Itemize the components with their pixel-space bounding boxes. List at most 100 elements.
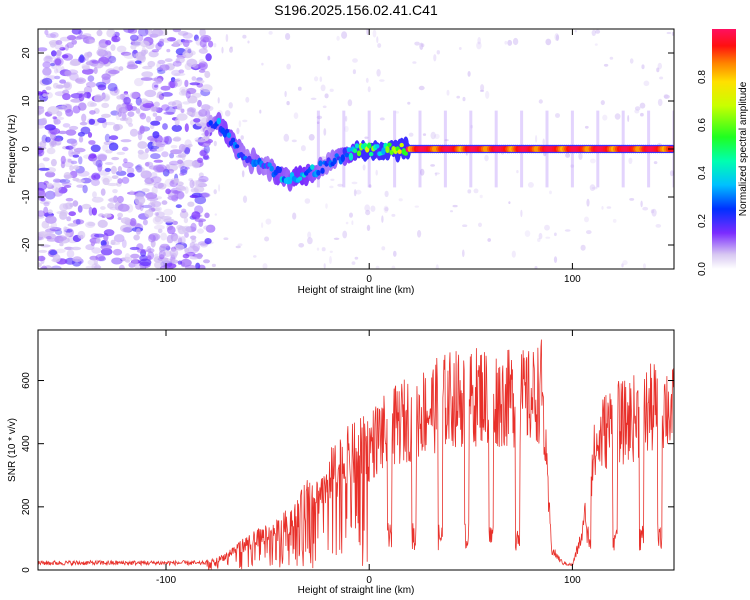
ridge-cell [332, 157, 337, 165]
noise-blob [184, 123, 189, 133]
noise-blob [169, 80, 176, 89]
noise-blob [160, 243, 170, 249]
noise-blob [38, 181, 48, 191]
noise-blob [87, 221, 96, 227]
faint-speckle [430, 164, 435, 167]
noise-blob [44, 124, 56, 131]
faint-speckle [237, 243, 243, 247]
noise-blob [151, 81, 159, 91]
noise-blob [180, 258, 192, 267]
noise-blob [137, 131, 143, 141]
noise-blob [139, 102, 145, 110]
noise-blob [155, 115, 163, 122]
noise-blob [122, 161, 134, 169]
ridge-cell [297, 176, 303, 181]
noise-blob [53, 82, 59, 89]
ridge-cell [352, 148, 358, 154]
noise-blob [55, 64, 62, 73]
ridge-cell [269, 165, 274, 172]
noise-blob [173, 136, 182, 142]
faint-speckle [293, 112, 299, 119]
faint-speckle [527, 182, 534, 188]
noise-blob [141, 188, 150, 193]
noise-blob [68, 148, 74, 157]
noise-blob [93, 66, 98, 75]
noise-blob [205, 224, 216, 233]
faint-speckle [484, 154, 489, 162]
noise-blob [162, 123, 168, 130]
noise-blob [104, 133, 111, 143]
faint-speckle [545, 236, 551, 239]
faint-speckle [584, 125, 589, 129]
noise-blob [90, 144, 101, 153]
noise-blob [149, 200, 156, 205]
ridge-cell [397, 149, 402, 155]
ridge-cell [234, 144, 240, 149]
noise-blob [38, 47, 48, 52]
noise-blob [112, 124, 120, 132]
noise-blob [177, 260, 183, 265]
faint-speckle [365, 77, 369, 83]
faint-speckle [213, 189, 217, 195]
noise-blob [202, 36, 210, 43]
noise-blob [144, 148, 150, 154]
faint-speckle [419, 42, 424, 50]
faint-speckle [508, 201, 511, 205]
noise-blob [135, 96, 142, 106]
noise-blob [40, 197, 46, 202]
faint-speckle [247, 40, 250, 44]
noise-blob [69, 144, 76, 150]
faint-speckle [591, 186, 598, 190]
noise-blob [140, 170, 152, 179]
faint-speckle [420, 168, 425, 176]
noise-blob [174, 78, 183, 87]
noise-blob [136, 248, 148, 254]
noise-blob [38, 124, 45, 129]
faint-speckle [512, 37, 519, 46]
noise-blob [123, 158, 128, 164]
faint-speckle [245, 96, 250, 103]
noise-blob [110, 242, 121, 246]
faint-speckle [336, 35, 340, 41]
noise-blob [170, 77, 176, 82]
faint-speckle [651, 208, 657, 217]
noise-blob [202, 155, 210, 161]
noise-blob [193, 118, 201, 123]
ridge-cell [381, 147, 386, 156]
faint-speckle [310, 97, 317, 101]
noise-blob [55, 40, 63, 45]
faint-speckle [377, 43, 382, 48]
faint-speckle [606, 206, 612, 209]
faint-speckle [621, 263, 624, 268]
faint-speckle [214, 213, 217, 216]
noise-blob [102, 177, 110, 186]
faint-speckle [629, 198, 635, 201]
noise-blob [150, 176, 162, 184]
noise-blob [193, 34, 199, 42]
spectrogram-x-tick-label: 0 [366, 274, 372, 285]
noise-blob [184, 231, 189, 238]
faint-speckle [218, 184, 221, 192]
vertical-streak [316, 110, 320, 188]
noise-blob [101, 102, 110, 109]
ridge-cell [348, 152, 354, 161]
noise-blob [176, 186, 187, 192]
noise-blob [103, 50, 112, 58]
noise-blob [95, 159, 103, 168]
noise-blob [72, 200, 79, 207]
noise-blob [113, 234, 125, 243]
noise-blob [55, 116, 65, 121]
noise-blob [110, 110, 119, 116]
ridge-cell [385, 145, 390, 154]
faint-speckle [261, 222, 264, 229]
faint-speckle [329, 185, 334, 189]
noise-blob [63, 82, 71, 89]
noise-blob [150, 153, 161, 160]
spectrogram-x-tick-label: -100 [156, 274, 176, 285]
snr-x-ticks: -100 0 100 [156, 330, 581, 586]
noise-blob [135, 166, 145, 173]
noise-blob [150, 239, 156, 248]
noise-blob [82, 33, 92, 38]
noise-blob [182, 101, 191, 105]
colorbar-tick-label: 0.4 [697, 166, 708, 180]
